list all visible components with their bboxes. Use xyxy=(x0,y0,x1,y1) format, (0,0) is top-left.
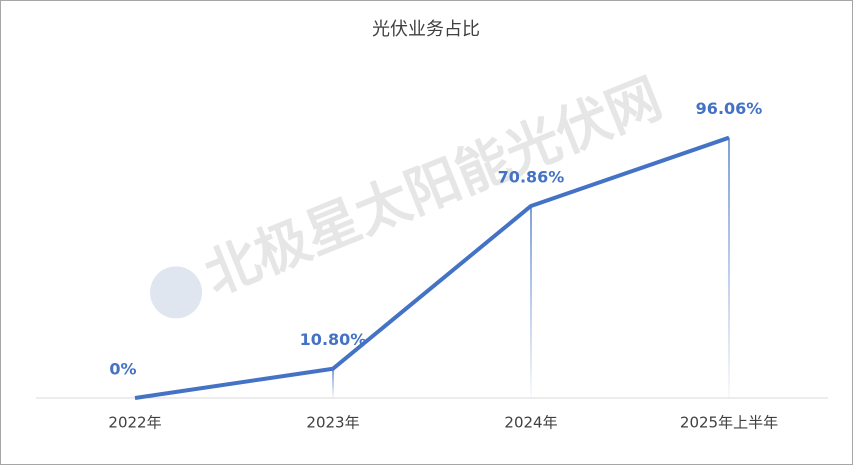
line xyxy=(134,135,730,400)
drop-line xyxy=(728,137,730,398)
x-tick-label: 2023年 xyxy=(306,414,359,432)
chart-title: 光伏业务占比 xyxy=(372,19,480,40)
x-tick-label: 2022年 xyxy=(108,414,161,432)
x-tick-label: 2024年 xyxy=(504,414,557,432)
drop-line xyxy=(332,368,334,398)
data-label: 70.86% xyxy=(498,167,565,186)
data-label: 96.06% xyxy=(696,99,763,118)
data-label: 0% xyxy=(109,360,136,379)
drop-line xyxy=(530,205,532,398)
data-label: 10.80% xyxy=(300,330,367,349)
x-tick-label: 2025年上半年 xyxy=(680,414,778,432)
watermark-icon xyxy=(150,266,203,319)
